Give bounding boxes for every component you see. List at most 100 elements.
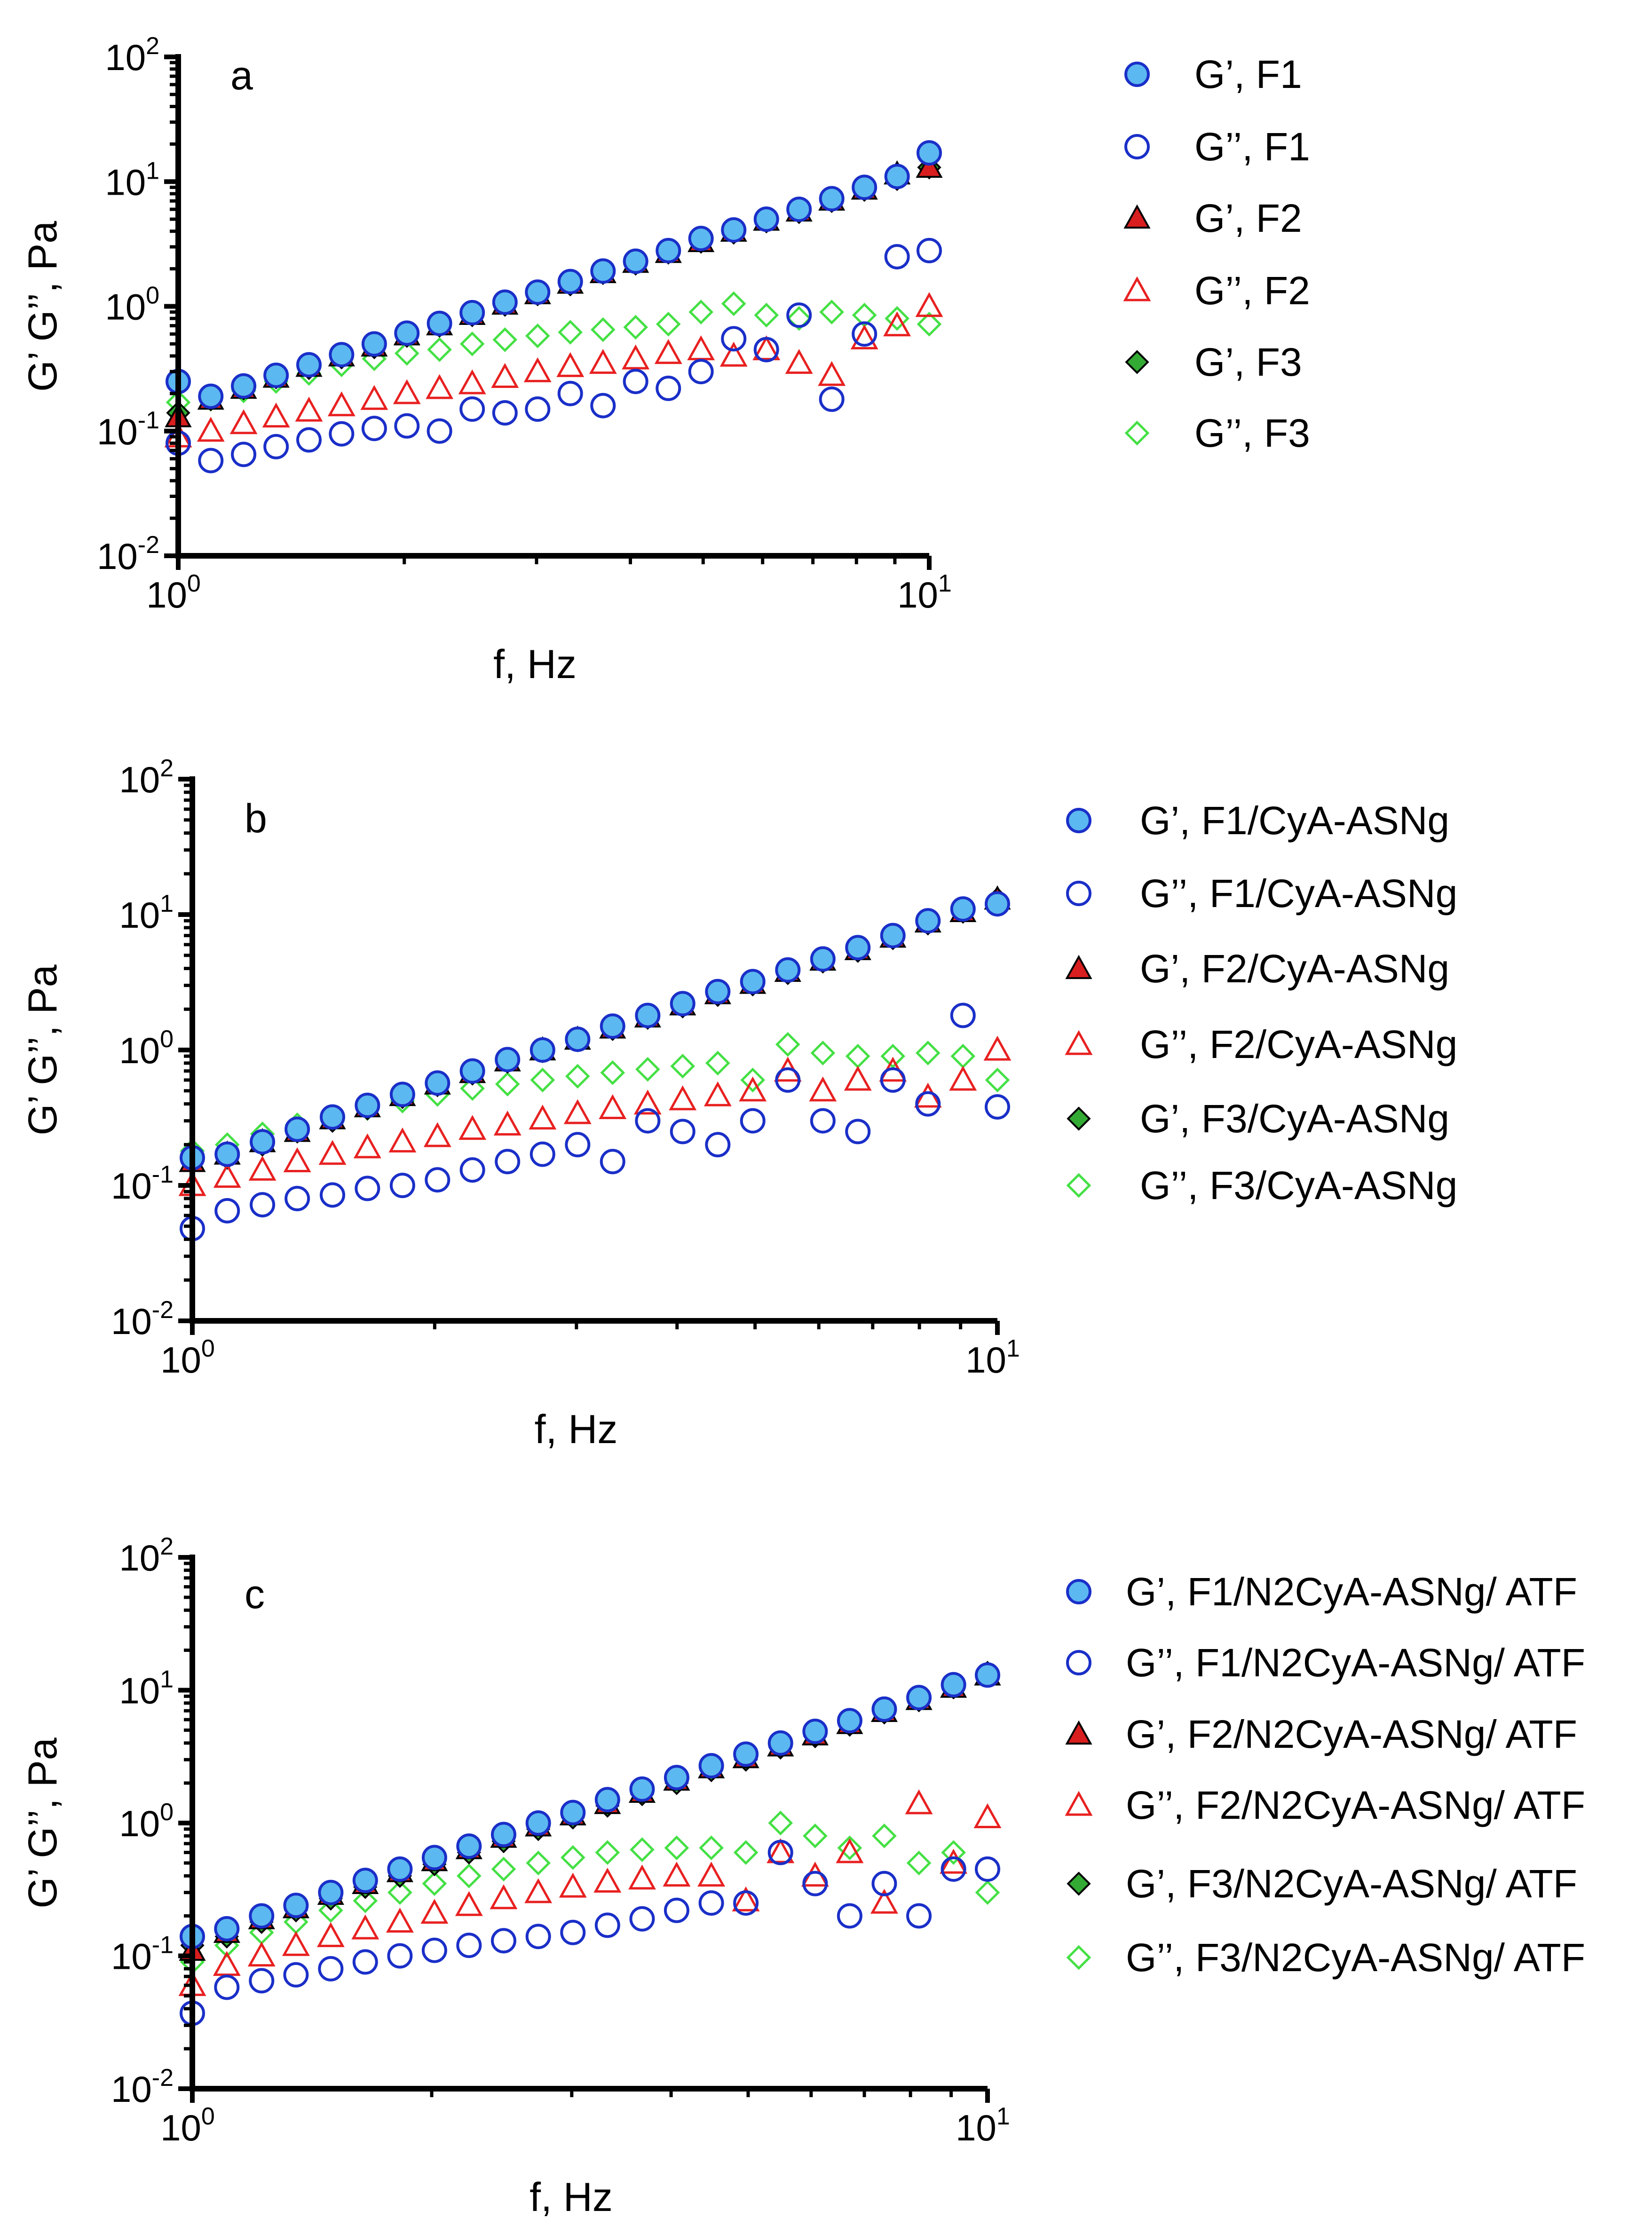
data-point	[721, 326, 747, 352]
data-point	[837, 1708, 862, 1734]
data-point	[456, 1863, 482, 1888]
data-point	[231, 442, 257, 467]
data-point	[917, 140, 942, 166]
data-point	[262, 403, 290, 428]
data-point	[285, 1185, 310, 1211]
data-point	[985, 1094, 1010, 1120]
data-point	[493, 1110, 522, 1136]
data-point	[459, 332, 485, 356]
data-point	[880, 923, 906, 948]
data-point	[389, 1173, 415, 1198]
y-axis-label: G’ G’’, Pa	[20, 1737, 65, 1908]
data-point	[355, 1176, 380, 1201]
data-point	[752, 335, 781, 361]
data-point	[786, 197, 812, 222]
y-axis-label: G’ G’’, Pa	[20, 221, 65, 392]
data-point	[698, 1753, 724, 1779]
legend-label: G’, F1/N2CyA-ASNg/ ATF	[1126, 1570, 1577, 1614]
data-point	[635, 1057, 660, 1082]
data-point	[732, 1886, 760, 1911]
legend-marker-circle-open	[1066, 1650, 1091, 1675]
legend: G’, F1/CyA-ASNg G’’, F1/CyA-ASNg G’, F2/Cy…	[1065, 798, 1457, 1208]
legend-marker-diamond-open	[1124, 420, 1150, 446]
data-point	[422, 1871, 447, 1896]
data-point	[600, 1060, 625, 1085]
y-tick-label: 10-1	[97, 407, 159, 452]
data-point	[635, 1003, 661, 1028]
data-point	[775, 1067, 801, 1093]
data-point	[427, 418, 452, 444]
data-point	[880, 1067, 906, 1093]
legend-marker-diamond-filled	[1067, 1106, 1091, 1131]
data-point	[283, 1147, 311, 1172]
data-point	[318, 1956, 344, 1981]
data-point	[355, 1092, 380, 1118]
data-point	[973, 1803, 1002, 1828]
data-point	[845, 1043, 870, 1069]
data-point	[884, 244, 910, 269]
data-point	[565, 1132, 591, 1158]
data-point	[316, 1922, 345, 1947]
data-point	[985, 891, 1010, 917]
series-diamond-open	[180, 1032, 1010, 1163]
data-point	[870, 1888, 898, 1914]
data-point	[837, 1903, 862, 1929]
series-triangle-open	[164, 292, 943, 448]
legend-label: G’, F3	[1194, 340, 1302, 384]
data-point	[296, 352, 322, 378]
data-point	[492, 327, 518, 352]
data-point	[688, 226, 714, 252]
data-point	[630, 1837, 655, 1863]
data-point	[421, 1845, 447, 1871]
data-point	[623, 369, 648, 395]
legend-item: G’’, F1/N2CyA-ASNg/ ATF	[1066, 1641, 1585, 1685]
data-point	[664, 1897, 689, 1923]
data-point	[663, 1862, 691, 1887]
data-point	[318, 1140, 347, 1165]
data-point	[664, 1765, 689, 1791]
data-point	[423, 1122, 451, 1147]
data-point	[664, 1835, 689, 1861]
data-point	[600, 1149, 625, 1175]
data-point	[250, 1129, 276, 1155]
data-point	[836, 1838, 864, 1863]
data-point	[563, 1099, 592, 1124]
panel-letter: c	[245, 1572, 265, 1617]
data-point	[361, 331, 387, 357]
data-point	[296, 427, 322, 453]
y-tick-label: 100	[105, 282, 159, 328]
data-point	[850, 324, 878, 350]
data-point	[214, 1916, 240, 1942]
data-point	[490, 1928, 516, 1954]
data-point	[688, 359, 714, 385]
data-point	[941, 1672, 966, 1697]
legend: G’, F1/N2CyA-ASNg/ ATF G’’, F1/N2CyA-ASNg…	[1065, 1570, 1585, 1980]
data-point	[283, 1893, 309, 1918]
data-point	[589, 349, 617, 374]
data-point	[753, 337, 779, 363]
y-tick-label: 101	[105, 157, 159, 203]
data-point	[231, 373, 257, 399]
y-tick-label: 10-1	[111, 1932, 174, 1977]
data-point	[523, 357, 552, 382]
series-diamond-open	[166, 291, 942, 415]
data-point	[950, 1043, 976, 1069]
panel-letter: a	[230, 53, 253, 98]
legend-marker-circle-filled	[1066, 1579, 1091, 1604]
x-axis-label: f, Hz	[530, 2175, 613, 2220]
data-point	[628, 1864, 656, 1890]
legend-item: G’, F2/CyA-ASNg	[1065, 947, 1449, 991]
legend-marker-circle-filled	[1066, 808, 1091, 833]
data-point	[427, 310, 452, 336]
data-point	[622, 344, 650, 370]
data-point	[214, 1141, 240, 1167]
legend-marker-triangle-filled	[1065, 955, 1092, 979]
data-point	[917, 237, 942, 263]
data-point	[459, 1058, 485, 1084]
data-point	[670, 1119, 696, 1145]
data-point	[524, 1878, 553, 1903]
series-circle-filled	[180, 891, 1010, 1171]
data-point	[495, 1149, 521, 1175]
legend-item: G’, F1/CyA-ASNg	[1066, 798, 1449, 843]
